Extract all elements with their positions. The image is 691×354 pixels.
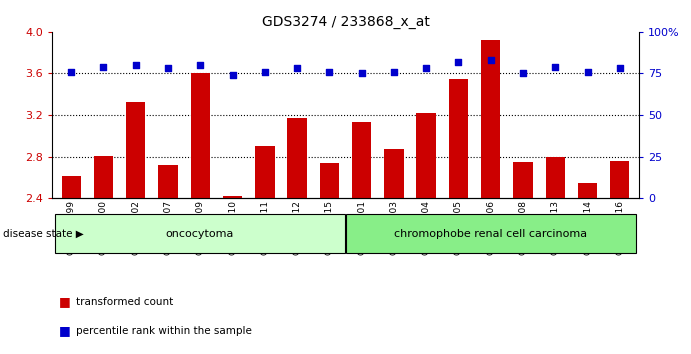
Bar [320, 163, 339, 198]
Bar [255, 146, 274, 198]
Point [614, 65, 625, 71]
Text: transformed count: transformed count [76, 297, 173, 307]
Point [324, 69, 335, 75]
Point [356, 71, 367, 76]
Bar [448, 79, 468, 198]
Bar [610, 161, 630, 198]
Point [388, 69, 399, 75]
Bar [513, 162, 533, 198]
Bar [126, 102, 145, 198]
Point [162, 65, 173, 71]
Bar [223, 196, 243, 198]
Point [421, 65, 432, 71]
Point [485, 57, 496, 63]
Text: disease state ▶: disease state ▶ [3, 229, 84, 239]
Text: ■: ■ [59, 296, 70, 308]
Point [130, 62, 141, 68]
Bar [191, 73, 210, 198]
Bar [94, 156, 113, 198]
Text: ■: ■ [59, 324, 70, 337]
Bar [158, 165, 178, 198]
Point [195, 62, 206, 68]
Bar [578, 183, 597, 198]
Point [98, 64, 109, 70]
Bar [61, 176, 81, 198]
Text: oncocytoma: oncocytoma [166, 229, 234, 239]
Point [259, 69, 270, 75]
Point [582, 69, 593, 75]
Bar [546, 156, 565, 198]
Bar [481, 40, 500, 198]
Bar [287, 118, 307, 198]
Title: GDS3274 / 233868_x_at: GDS3274 / 233868_x_at [262, 16, 429, 29]
Point [453, 59, 464, 65]
Bar [417, 113, 436, 198]
Point [550, 64, 561, 70]
Text: percentile rank within the sample: percentile rank within the sample [76, 326, 252, 336]
Text: chromophobe renal cell carcinoma: chromophobe renal cell carcinoma [395, 229, 587, 239]
Point [66, 69, 77, 75]
Point [292, 65, 303, 71]
Bar [384, 149, 404, 198]
Point [518, 71, 529, 76]
Point [227, 72, 238, 78]
Bar [352, 122, 371, 198]
